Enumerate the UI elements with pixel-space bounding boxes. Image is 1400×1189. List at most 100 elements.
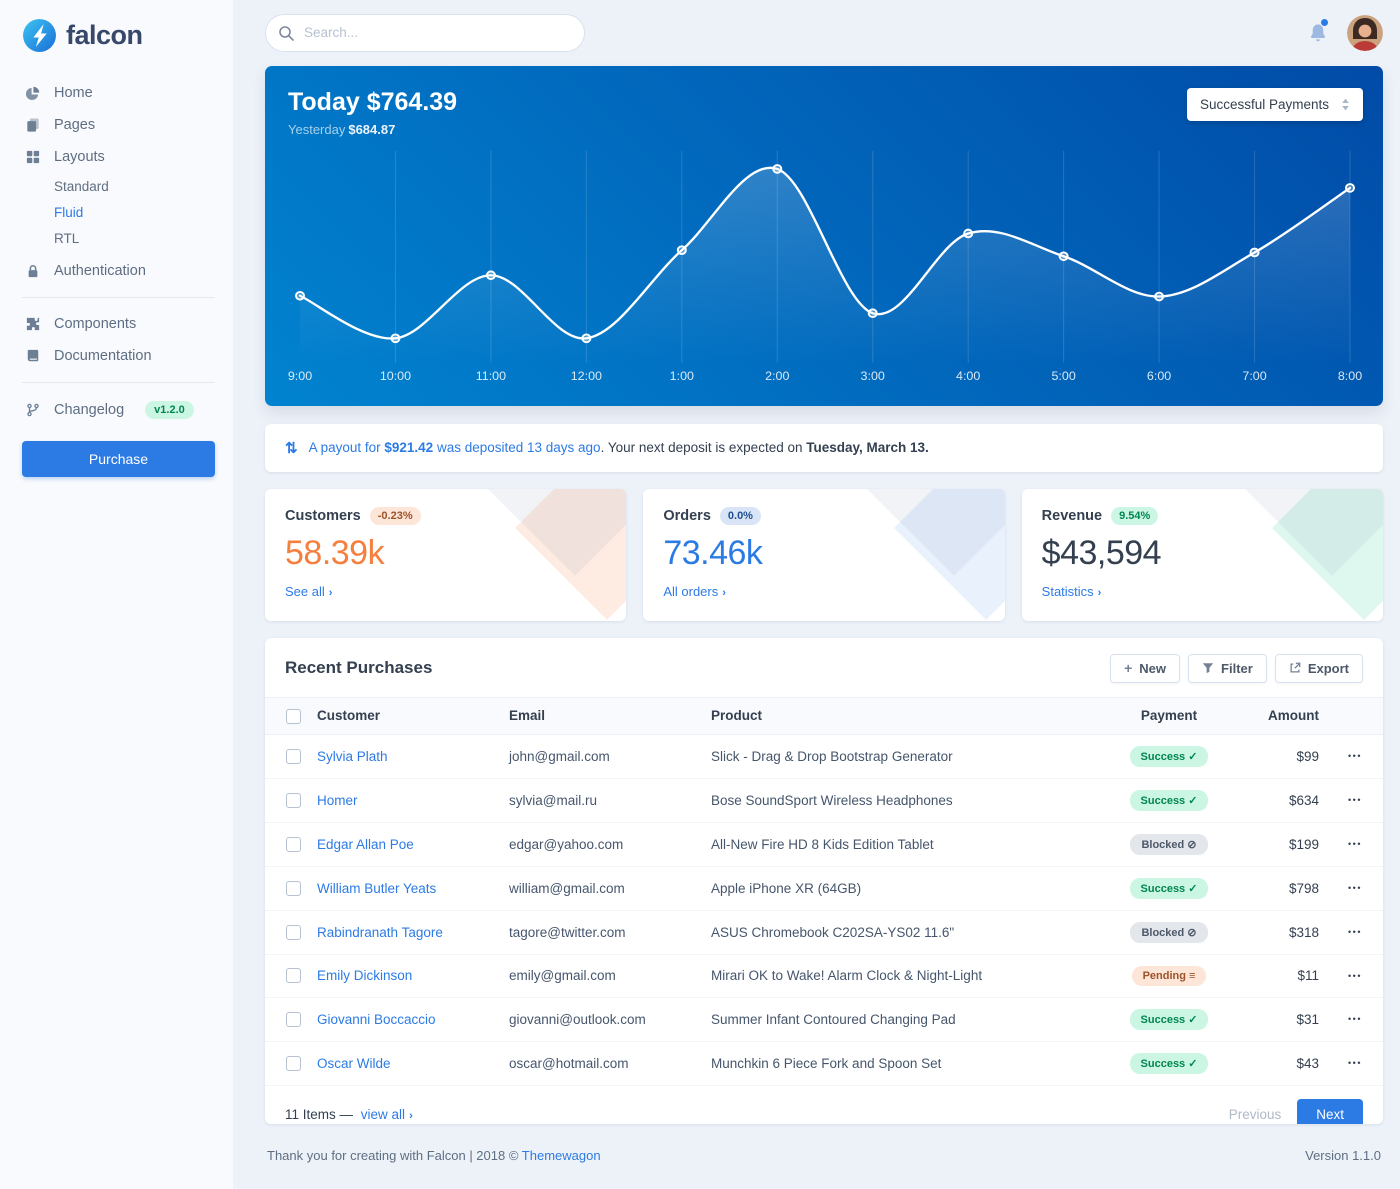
product-cell: All-New Fire HD 8 Kids Edition Tablet (703, 822, 1093, 867)
orders-stat-card: Orders 0.0% 73.46k All orders › (643, 488, 1005, 621)
next-button[interactable]: Next (1297, 1098, 1363, 1124)
revenue-statistics-link[interactable]: Statistics › (1041, 583, 1102, 599)
chevron-right-icon: › (722, 586, 726, 599)
row-checkbox[interactable] (286, 924, 301, 940)
puzzle-icon (24, 316, 41, 332)
email-cell: giovanni@outlook.com (501, 997, 703, 1042)
search-icon (278, 25, 294, 41)
customer-link[interactable]: Edgar Allan Poe (317, 836, 414, 852)
export-button[interactable]: Export (1274, 653, 1363, 683)
items-count: 11 Items — view all › (285, 1106, 413, 1122)
sidebar-item-authentication[interactable]: Authentication (22, 255, 215, 287)
customer-link[interactable]: Emily Dickinson (317, 968, 413, 983)
row-checkbox[interactable] (286, 748, 301, 764)
revenue-value: $43,594 (1041, 533, 1162, 572)
notifications-bell-icon[interactable] (1307, 18, 1329, 44)
book-icon (24, 348, 41, 364)
row-checkbox[interactable] (286, 968, 301, 984)
svg-text:11:00: 11:00 (476, 369, 507, 383)
table-row: Emily Dickinson emily@gmail.com Mirari OK … (265, 954, 1383, 998)
sidebar-item-label: Documentation (54, 348, 152, 364)
sidebar-item-fluid[interactable]: Fluid (54, 204, 84, 220)
svg-text:4:00: 4:00 (956, 369, 980, 383)
user-avatar[interactable] (1347, 14, 1383, 51)
search-input[interactable] (265, 13, 585, 52)
row-checkbox[interactable] (286, 792, 301, 808)
svg-text:5:00: 5:00 (1051, 369, 1075, 383)
purchases-table: Customer Email Product Payment Amount Sy… (265, 696, 1383, 1086)
row-checkbox[interactable] (286, 1055, 301, 1071)
topbar-right (1307, 14, 1383, 51)
export-icon (1289, 662, 1301, 674)
product-cell: Mirari OK to Wake! Alarm Clock & Night-L… (703, 954, 1093, 998)
customer-link[interactable]: Oscar Wilde (317, 1055, 391, 1071)
sidebar-item-layouts[interactable]: Layouts (22, 141, 215, 173)
payments-filter-select[interactable]: Successful Payments (1186, 87, 1363, 121)
sidebar-item-home[interactable]: Home (22, 77, 215, 109)
table-row: Edgar Allan Poe edgar@yahoo.com All-New Fi… (265, 822, 1383, 867)
sidebar-divider (22, 297, 215, 298)
email-cell: john@gmail.com (501, 734, 703, 779)
chevron-right-icon: › (1097, 586, 1102, 599)
customer-link[interactable]: Homer (317, 792, 358, 808)
themewagon-link[interactable]: Themewagon (521, 1148, 601, 1163)
revenue-title: Revenue (1041, 507, 1103, 524)
sidebar-item-standard[interactable]: Standard (54, 178, 109, 194)
svg-text:3:00: 3:00 (861, 369, 885, 383)
orders-title: Orders (663, 507, 711, 524)
sidebar-item-pages[interactable]: Pages (22, 109, 215, 141)
purchase-button[interactable]: Purchase (22, 441, 215, 477)
table-row: Giovanni Boccaccio giovanni@outlook.com Su… (265, 997, 1383, 1042)
row-actions-menu-button[interactable]: ••• (1340, 790, 1370, 810)
svg-text:7:00: 7:00 (1242, 369, 1266, 383)
customer-link[interactable]: Rabindranath Tagore (317, 924, 443, 940)
sidebar-item-label: Pages (54, 117, 96, 133)
pagination: Previous Next (1228, 1098, 1363, 1124)
product-cell: Munchkin 6 Piece Fork and Spoon Set (703, 1041, 1093, 1086)
amount-cell: $11 (1245, 954, 1327, 998)
filter-button[interactable]: Filter (1188, 653, 1267, 683)
sidebar-item-components[interactable]: Components (22, 308, 215, 340)
notification-dot (1321, 18, 1328, 26)
row-actions-menu-button[interactable]: ••• (1340, 1053, 1370, 1073)
customer-link[interactable]: Sylvia Plath (317, 748, 388, 764)
customer-link[interactable]: William Butler Yeats (317, 880, 437, 896)
sidebar-item-label: Changelog (54, 402, 125, 418)
table-row: Homer sylvia@mail.ru Bose SoundSport Wirel… (265, 778, 1383, 823)
orders-all-orders-link[interactable]: All orders › (663, 583, 726, 599)
row-actions-menu-button[interactable]: ••• (1340, 746, 1370, 766)
new-button[interactable]: + New (1110, 653, 1181, 683)
row-actions-menu-button[interactable]: ••• (1340, 966, 1370, 986)
amount-cell: $199 (1245, 822, 1327, 867)
sidebar-item-documentation[interactable]: Documentation (22, 340, 215, 372)
search-box[interactable] (265, 13, 585, 52)
layouts-submenu: Standard Fluid RTL (54, 173, 215, 251)
row-checkbox[interactable] (286, 836, 301, 852)
payout-link[interactable]: A payout for $921.42 was deposited 13 da… (308, 440, 601, 456)
row-actions-menu-button[interactable]: ••• (1340, 1009, 1370, 1029)
row-actions-menu-button[interactable]: ••• (1340, 834, 1370, 854)
customers-see-all-link[interactable]: See all › (285, 583, 333, 599)
svg-text:9:00: 9:00 (288, 369, 312, 383)
customers-value: 58.39k (285, 533, 385, 572)
row-checkbox[interactable] (286, 1011, 301, 1027)
column-header-product[interactable]: Product (703, 696, 1093, 735)
column-header-email[interactable]: Email (501, 696, 703, 735)
column-header-amount[interactable]: Amount (1245, 696, 1327, 735)
row-actions-menu-button[interactable]: ••• (1340, 878, 1370, 898)
sidebar-item-label: Authentication (54, 263, 146, 279)
row-checkbox[interactable] (286, 880, 301, 896)
sidebar-item-rtl[interactable]: RTL (54, 230, 80, 246)
footer-credits: Thank you for creating with Falcon | 201… (267, 1148, 601, 1163)
falcon-logo[interactable]: falcon (22, 18, 215, 53)
row-actions-menu-button[interactable]: ••• (1340, 922, 1370, 942)
code-branch-icon (24, 402, 41, 418)
view-all-link[interactable]: view all › (360, 1106, 413, 1122)
previous-button[interactable]: Previous (1228, 1106, 1282, 1122)
column-header-payment[interactable]: Payment (1093, 696, 1245, 735)
customer-link[interactable]: Giovanni Boccaccio (317, 1011, 436, 1027)
select-all-checkbox[interactable] (286, 708, 301, 724)
column-header-customer[interactable]: Customer (309, 696, 501, 735)
sidebar-item-changelog[interactable]: Changelog v1.2.0 (22, 393, 215, 427)
